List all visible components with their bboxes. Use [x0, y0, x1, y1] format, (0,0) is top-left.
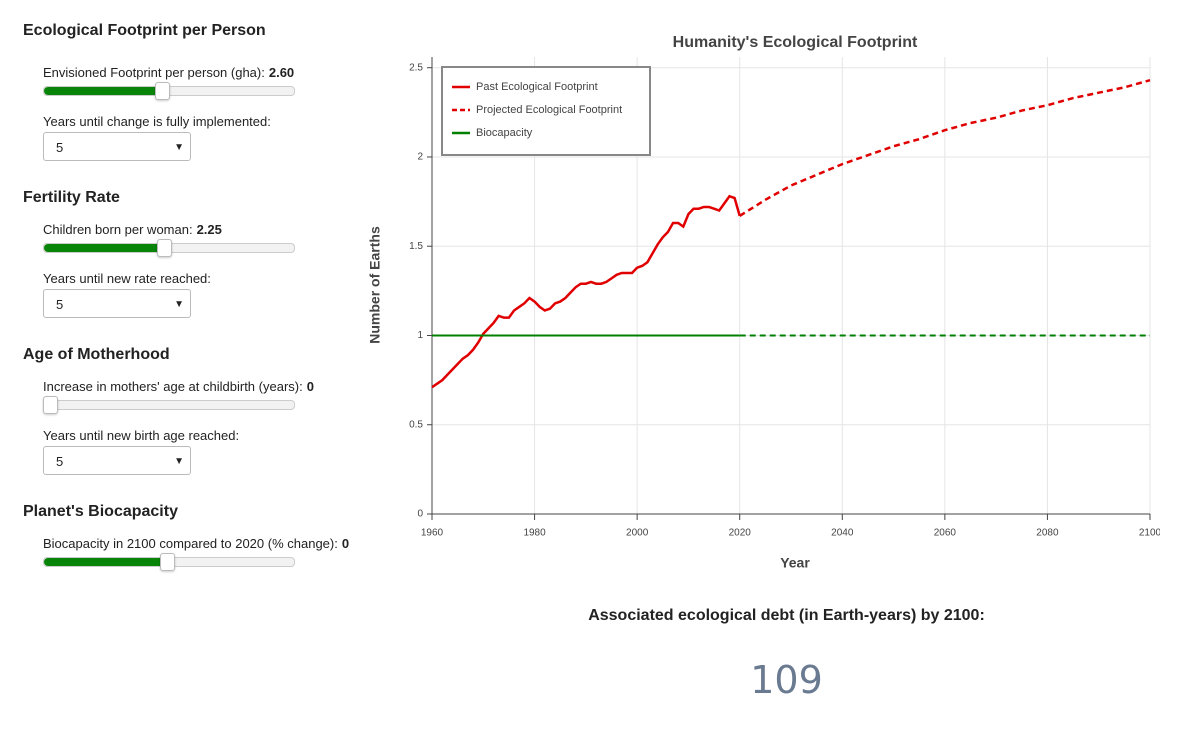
- fill: [44, 87, 162, 95]
- debt-value: 109: [750, 658, 823, 702]
- select-label: Years until new rate reached:: [43, 271, 211, 286]
- slider[interactable]: [43, 82, 295, 100]
- y-tick-label: 0.5: [409, 419, 423, 430]
- thumb[interactable]: [157, 239, 172, 257]
- x-tick-label: 2060: [934, 528, 957, 539]
- legend-label: Biocapacity: [476, 127, 533, 139]
- line: [739, 79, 1151, 217]
- select[interactable]: 5: [43, 289, 191, 319]
- y-tick-label: 1.5: [409, 241, 423, 252]
- label: Children born per woman:: [43, 222, 193, 237]
- legend-label: Projected Ecological Footprint: [476, 104, 622, 116]
- slider-label: Biocapacity in 2100 compared to 2020 (% …: [43, 536, 349, 551]
- slider-label: Children born per woman: 2.25: [43, 222, 222, 237]
- label: Increase in mothers' age at childbirth (…: [43, 379, 303, 394]
- slider[interactable]: [43, 553, 295, 571]
- select[interactable]: 5: [43, 446, 191, 476]
- select[interactable]: 5: [43, 132, 191, 162]
- value: 2.60: [268, 65, 295, 80]
- x-tick-label: 1980: [523, 528, 546, 539]
- heading: Planet's Biocapacity: [23, 503, 178, 520]
- value: 0: [341, 536, 350, 551]
- slider-label: Increase in mothers' age at childbirth (…: [43, 379, 314, 394]
- label: Biocapacity in 2100 compared to 2020 (% …: [43, 536, 338, 551]
- fill: [44, 244, 164, 252]
- thumb[interactable]: [154, 82, 170, 100]
- chart-title: Humanity's Ecological Footprint: [673, 34, 918, 51]
- x-axis-label: Year: [780, 555, 810, 571]
- x-tick-label: 2020: [729, 528, 752, 539]
- legend-box: [441, 66, 651, 156]
- thumb[interactable]: [43, 396, 58, 414]
- value: 2.25: [196, 222, 222, 237]
- debt-label: Associated ecological debt (in Earth-yea…: [588, 607, 985, 624]
- x-tick-label: 2100: [1139, 528, 1160, 539]
- x-tick-label: 2040: [831, 528, 854, 539]
- heading: Age of Motherhood: [23, 346, 170, 363]
- y-tick-label: 0: [417, 509, 423, 520]
- y-axis-label: Number of Earths: [367, 226, 383, 344]
- value: 0: [306, 379, 314, 394]
- select-label: Years until new birth age reached:: [43, 428, 240, 443]
- slider[interactable]: [43, 239, 295, 257]
- label: Envisioned Footprint per person (gha):: [43, 65, 265, 80]
- x-tick-label: 2080: [1036, 528, 1059, 539]
- legend: Past Ecological Footprint Projected Ecolo…: [441, 66, 651, 156]
- line: [431, 194, 741, 389]
- x-tick-label: 2000: [626, 528, 649, 539]
- legend-label: Past Ecological Footprint: [476, 81, 598, 93]
- select-label: Years until change is fully implemented:: [43, 114, 271, 129]
- fill: [44, 558, 167, 566]
- thumb[interactable]: [159, 553, 175, 571]
- heading: Fertility Rate: [23, 189, 120, 206]
- slider[interactable]: [43, 396, 295, 414]
- y-tick-label: 2.5: [409, 62, 423, 73]
- x-tick-label: 1960: [421, 528, 444, 539]
- heading: Ecological Footprint per Person: [23, 22, 266, 39]
- slider-label: Envisioned Footprint per person (gha): 2.…: [43, 65, 294, 80]
- y-tick-label: 2: [417, 152, 423, 163]
- chart: Humanity's Ecological Footprint Year Num…: [367, 34, 1160, 571]
- y-tick-label: 1: [417, 330, 423, 341]
